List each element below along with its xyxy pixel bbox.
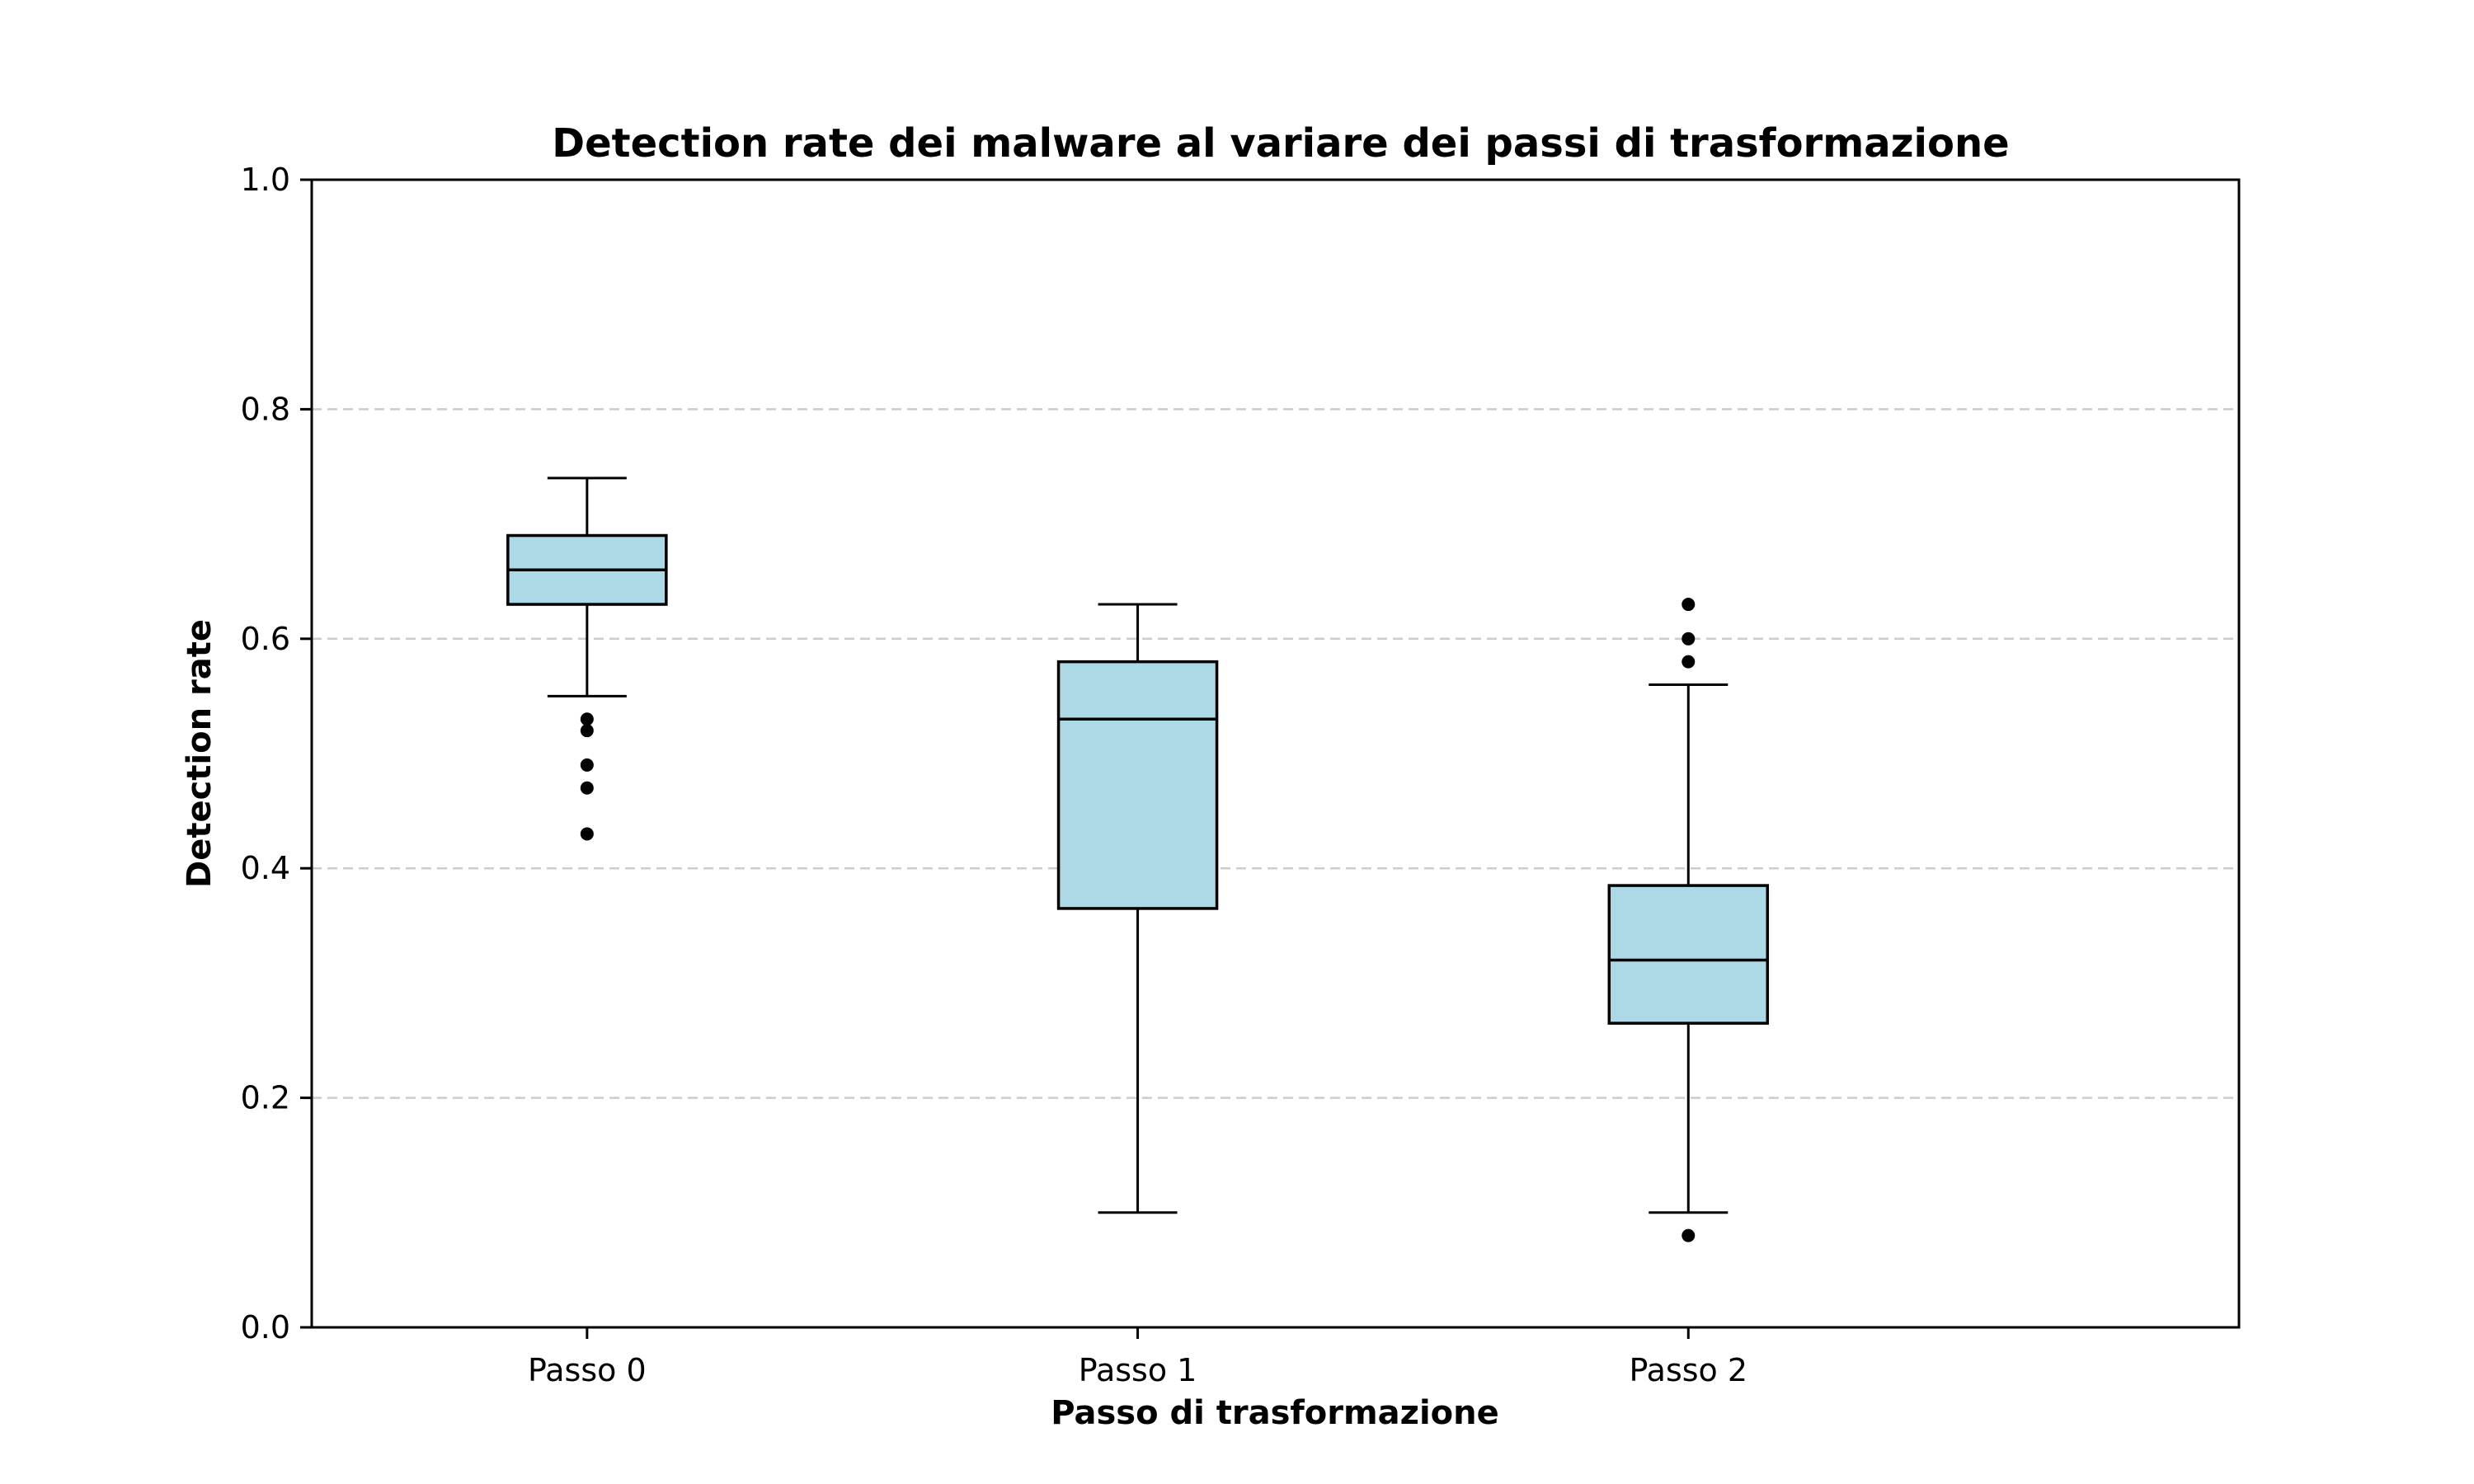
y-tick-label: 0.0 <box>241 1309 290 1345</box>
outlier-point <box>1681 1228 1696 1242</box>
y-axis-label: Detection rate <box>181 619 219 888</box>
box-iqr <box>1056 660 1219 910</box>
grid-lines <box>312 408 2239 1099</box>
y-tick-label: 1.0 <box>241 162 290 198</box>
outlier-point <box>580 758 594 772</box>
outlier-point <box>580 781 594 795</box>
box-1 <box>1056 603 1219 1214</box>
y-tick-label: 0.4 <box>241 850 290 886</box>
outlier-point <box>580 724 594 738</box>
outlier-point <box>1681 655 1696 669</box>
x-axis: Passo 0 Passo 1 Passo 2 <box>528 1327 1747 1388</box>
box-0 <box>506 477 668 841</box>
outlier-point <box>580 827 594 841</box>
y-tick-label: 0.8 <box>241 391 290 427</box>
outlier-point <box>1681 632 1696 646</box>
outlier-point <box>580 712 594 726</box>
chart-title: Detection rate dei malware al variare de… <box>552 120 2009 167</box>
box-2 <box>1607 598 1770 1242</box>
plot-area-frame <box>310 178 2241 1329</box>
x-axis-label: Passo di trasformazione <box>1051 1394 1499 1432</box>
x-tick-label: Passo 2 <box>1629 1352 1747 1388</box>
box-series <box>506 477 1770 1242</box>
outlier-point <box>1681 598 1696 612</box>
x-tick-label: Passo 1 <box>1079 1352 1197 1388</box>
y-tick-label: 0.6 <box>241 621 290 657</box>
y-axis: 0.0 0.2 0.4 0.6 0.8 1.0 <box>241 162 312 1345</box>
box-iqr <box>1607 884 1770 1025</box>
y-tick-label: 0.2 <box>241 1080 290 1116</box>
x-tick-label: Passo 0 <box>528 1352 647 1388</box>
